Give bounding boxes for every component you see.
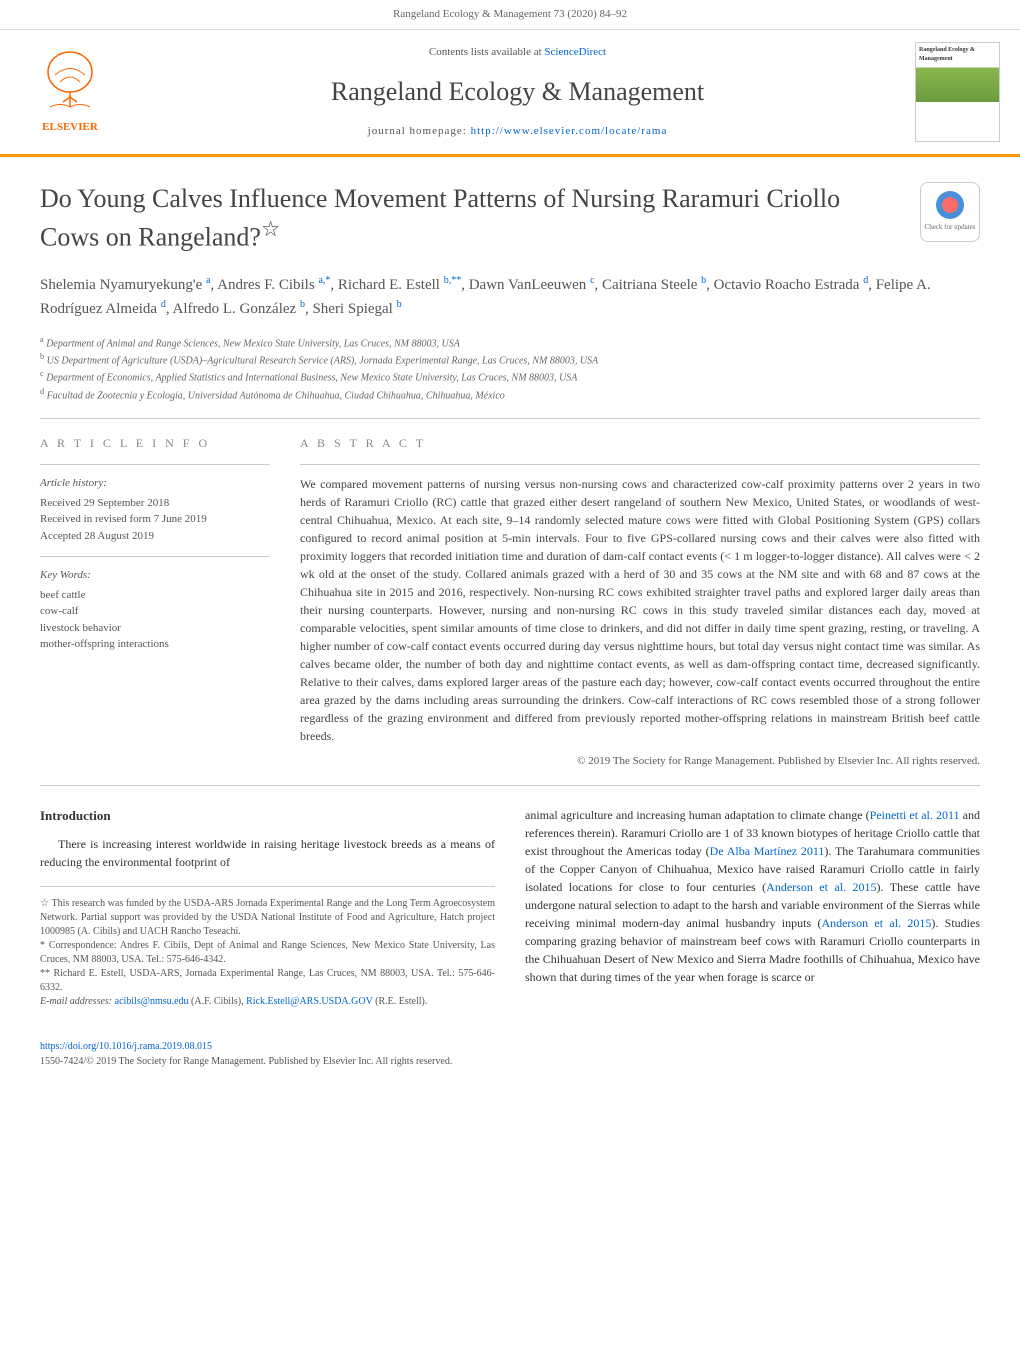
email-link-1[interactable]: acibils@nmsu.edu	[115, 996, 189, 1007]
journal-title: Rangeland Ecology & Management	[140, 72, 895, 111]
footnotes: ☆ This research was funded by the USDA-A…	[40, 886, 495, 1009]
authors-list: Shelemia Nyamuryekung'e a, Andres F. Cib…	[0, 265, 1020, 329]
affiliation-c: c Department of Economics, Applied Stati…	[40, 368, 980, 385]
footnote-corr2: ** Richard E. Estell, USDA-ARS, Jornada …	[40, 967, 495, 995]
ref-link[interactable]: Anderson et al. 2015	[766, 880, 876, 894]
contents-line: Contents lists available at ScienceDirec…	[140, 44, 895, 61]
history-label: Article history:	[40, 475, 270, 492]
info-divider-2	[40, 556, 270, 557]
article-title-block: Do Young Calves Influence Movement Patte…	[40, 182, 900, 255]
elsevier-logo: ELSEVIER	[20, 42, 120, 142]
title-star: ☆	[261, 217, 280, 241]
info-divider	[40, 464, 270, 465]
journal-cover-thumbnail: Rangeland Ecology & Management	[915, 42, 1000, 142]
affiliation-d: d Facultad de Zootecnia y Ecología, Univ…	[40, 386, 980, 403]
article-header: Do Young Calves Influence Movement Patte…	[0, 157, 1020, 265]
contents-prefix: Contents lists available at	[429, 46, 544, 58]
intro-column-right: animal agriculture and increasing human …	[525, 806, 980, 1010]
intro-para-2: animal agriculture and increasing human …	[525, 806, 980, 986]
updates-icon	[936, 191, 964, 219]
email-name-2: (R.E. Estell).	[375, 996, 427, 1007]
abstract-text: We compared movement patterns of nursing…	[300, 475, 980, 745]
email-label: E-mail addresses:	[40, 996, 115, 1007]
title-text: Do Young Calves Influence Movement Patte…	[40, 184, 840, 252]
copyright-text: © 2019 The Society for Range Management.…	[300, 753, 980, 770]
footnote-funding: ☆ This research was funded by the USDA-A…	[40, 897, 495, 939]
journal-homepage: journal homepage: http://www.elsevier.co…	[140, 123, 895, 140]
abstract-heading: A B S T R A C T	[300, 434, 980, 452]
footnote-emails: E-mail addresses: acibils@nmsu.edu (A.F.…	[40, 995, 495, 1009]
homepage-prefix: journal homepage:	[368, 125, 471, 137]
intro-column-left: Introduction There is increasing interes…	[40, 806, 495, 1010]
intro-heading: Introduction	[40, 806, 495, 826]
issn-text: 1550-7424/© 2019 The Society for Range M…	[40, 1056, 452, 1067]
abstract-block: A B S T R A C T We compared movement pat…	[300, 434, 980, 770]
introduction-section: Introduction There is increasing interes…	[0, 786, 1020, 1030]
abstract-divider	[300, 464, 980, 465]
info-abstract-section: A R T I C L E I N F O Article history: R…	[0, 419, 1020, 785]
article-info: A R T I C L E I N F O Article history: R…	[40, 434, 270, 770]
journal-header: ELSEVIER Contents lists available at Sci…	[0, 30, 1020, 157]
article-info-heading: A R T I C L E I N F O	[40, 434, 270, 452]
ref-link[interactable]: Peinetti et al. 2011	[870, 808, 960, 822]
journal-reference-bar: Rangeland Ecology & Management 73 (2020)…	[0, 0, 1020, 30]
history-text: Received 29 September 2018 Received in r…	[40, 495, 270, 545]
journal-reference: Rangeland Ecology & Management 73 (2020)…	[393, 8, 627, 20]
keywords-text: beef cattle cow-calf livestock behavior …	[40, 587, 270, 653]
header-center: Contents lists available at ScienceDirec…	[120, 44, 915, 140]
affiliation-a: a Department of Animal and Range Science…	[40, 334, 980, 351]
email-link-2[interactable]: Rick.Estell@ARS.USDA.GOV	[246, 996, 373, 1007]
keywords-label: Key Words:	[40, 567, 270, 584]
ref-link[interactable]: De Alba Martínez 2011	[710, 844, 825, 858]
doi-link[interactable]: https://doi.org/10.1016/j.rama.2019.08.0…	[40, 1041, 212, 1052]
homepage-link[interactable]: http://www.elsevier.com/locate/rama	[471, 125, 668, 137]
article-title: Do Young Calves Influence Movement Patte…	[40, 182, 900, 255]
affiliation-b: b US Department of Agriculture (USDA)–Ag…	[40, 351, 980, 368]
ref-link[interactable]: Anderson et al. 2015	[821, 916, 931, 930]
sciencedirect-link[interactable]: ScienceDirect	[544, 46, 606, 58]
elsevier-tree-icon	[35, 47, 105, 117]
footer: https://doi.org/10.1016/j.rama.2019.08.0…	[0, 1029, 1020, 1089]
elsevier-text: ELSEVIER	[42, 119, 98, 136]
affiliations: a Department of Animal and Range Science…	[0, 329, 1020, 418]
intro-para-1: There is increasing interest worldwide i…	[40, 835, 495, 871]
footnote-corr1: * Correspondence: Andres F. Cibils, Dept…	[40, 939, 495, 967]
email-name-1: (A.F. Cibils),	[191, 996, 246, 1007]
updates-text: Check for updates	[925, 222, 976, 233]
cover-text: Rangeland Ecology & Management	[919, 46, 999, 64]
check-updates-badge[interactable]: Check for updates	[920, 182, 980, 242]
